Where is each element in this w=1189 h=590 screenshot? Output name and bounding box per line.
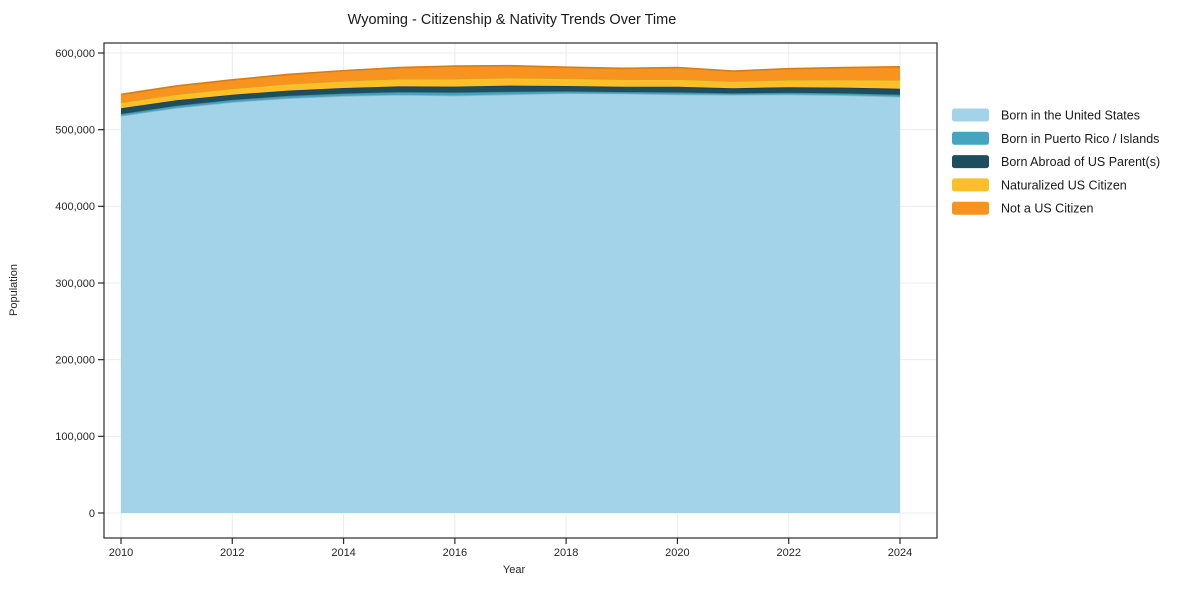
y-tick-label: 400,000 — [55, 201, 95, 213]
legend-swatch-4 — [952, 201, 989, 215]
legend-label-3: Naturalized US Citizen — [1001, 178, 1127, 192]
y-tick-label: 300,000 — [55, 278, 95, 290]
y-tick-label: 600,000 — [55, 48, 95, 60]
legend-label-1: Born in Puerto Rico / Islands — [1001, 132, 1159, 146]
x-tick-label: 2010 — [109, 547, 133, 559]
area-series-4-edge — [120, 64, 901, 96]
x-tick-label: 2018 — [554, 547, 578, 559]
plot-border — [103, 42, 938, 539]
axis-ticks — [98, 52, 901, 544]
legend-swatch-1 — [952, 131, 989, 145]
legend-swatch-2 — [952, 155, 989, 169]
area-series-4 — [121, 65, 900, 103]
y-tick-labels: 0 100,000 200,000 300,000 400,000 500,000 600,… — [55, 48, 95, 520]
x-tick-labels: 2010 2012 2014 2016 2018 2020 2022 2024 — [109, 547, 912, 559]
y-tick-label: 100,000 — [55, 431, 95, 443]
area-series-2 — [121, 85, 900, 114]
legend-label-2: Born Abroad of US Parent(s) — [1001, 155, 1160, 169]
legend-swatch-3 — [952, 178, 989, 192]
x-tick-label: 2012 — [220, 547, 244, 559]
x-tick-label: 2020 — [665, 547, 689, 559]
legend-swatch-0 — [952, 108, 989, 122]
x-tick-label: 2024 — [888, 547, 912, 559]
chart-title: Wyoming - Citizenship & Nativity Trends … — [348, 12, 677, 28]
legend: Born in the United States Born in Puerto … — [952, 108, 1160, 216]
x-axis-label: Year — [503, 564, 526, 576]
legend-label-0: Born in the United States — [1001, 109, 1140, 123]
x-tick-label: 2022 — [776, 547, 800, 559]
y-tick-label: 500,000 — [55, 124, 95, 136]
y-tick-label: 0 — [89, 508, 95, 520]
stacked-areas — [120, 64, 901, 513]
area-series-0 — [121, 93, 900, 513]
x-tick-label: 2016 — [443, 547, 467, 559]
y-axis-label: Population — [8, 264, 20, 316]
legend-label-4: Not a US Citizen — [1001, 202, 1093, 216]
area-series-3 — [121, 77, 900, 109]
y-tick-label: 200,000 — [55, 354, 95, 366]
x-tick-label: 2014 — [331, 547, 355, 559]
